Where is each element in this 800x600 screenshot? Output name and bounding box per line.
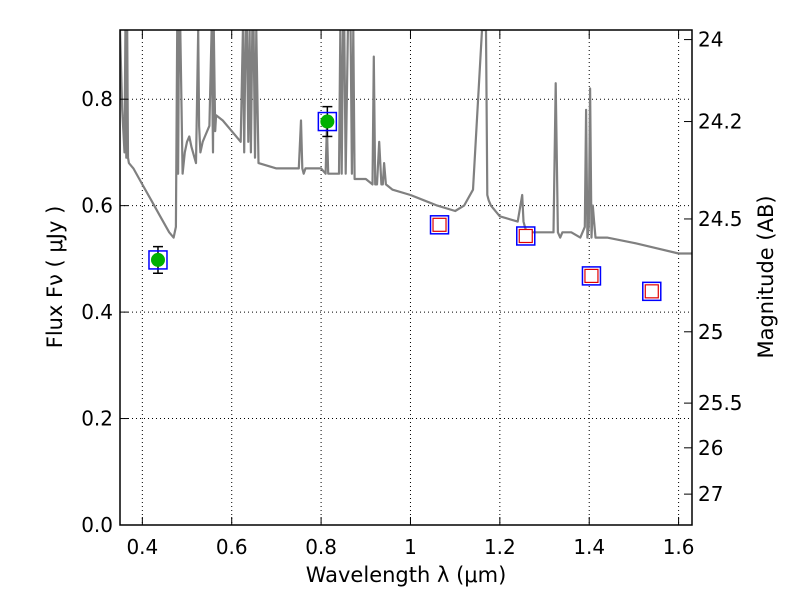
marker-layer xyxy=(148,105,662,302)
model-point xyxy=(644,284,659,299)
y2-tick-label: 27 xyxy=(698,482,723,506)
y-tick-label: 0.6 xyxy=(81,194,113,218)
x-tick-label: 1.2 xyxy=(484,535,516,559)
y2-tick-label: 24 xyxy=(698,28,723,52)
x-tick-label: 0.4 xyxy=(126,535,158,559)
x-tick-label: 0.8 xyxy=(305,535,337,559)
y-axis-label: Flux Fν ( μJy ) xyxy=(43,206,67,349)
x-tick-label: 1.4 xyxy=(573,535,605,559)
model-square-marker xyxy=(581,266,602,286)
y-tick-label: 0.4 xyxy=(81,300,113,324)
observed-point xyxy=(150,252,165,267)
y-tick-label: 0.8 xyxy=(81,87,113,111)
model-square-marker xyxy=(516,226,536,246)
axis-ticks: 0.4 0.6 0.8 1 1.2 1.4 1.6 0.0 0.2 0.4 0.6 0.8 24 24.2… xyxy=(81,28,742,559)
y2-tick-label: 25 xyxy=(698,320,723,344)
model-square-marker xyxy=(429,215,450,235)
y-tick-label: 0.0 xyxy=(81,513,113,537)
observed-point xyxy=(320,114,335,129)
model-point xyxy=(584,268,599,284)
y2-tick-label: 26 xyxy=(698,436,723,460)
y2-tick-label: 24.5 xyxy=(698,207,743,231)
model-square-marker xyxy=(642,281,662,302)
y2-tick-label: 24.2 xyxy=(698,110,743,134)
spectrum-line xyxy=(120,30,692,255)
x-tick-label: 1.6 xyxy=(663,535,695,559)
y2-axis-label: Magnitude (AB) xyxy=(754,195,778,358)
x-tick-label: 1 xyxy=(404,535,417,559)
plot-background xyxy=(120,30,692,525)
x-tick-label: 0.6 xyxy=(216,535,248,559)
y2-tick-label: 25.5 xyxy=(698,391,743,415)
model-point xyxy=(518,228,533,244)
plot-frame xyxy=(119,29,693,526)
model-point xyxy=(432,217,447,232)
spectrum-layer xyxy=(120,30,692,255)
y-tick-label: 0.2 xyxy=(81,407,113,431)
observed-square-marker xyxy=(317,111,338,132)
observed-square-marker xyxy=(148,250,168,270)
x-axis-label: Wavelength λ (μm) xyxy=(306,563,507,587)
